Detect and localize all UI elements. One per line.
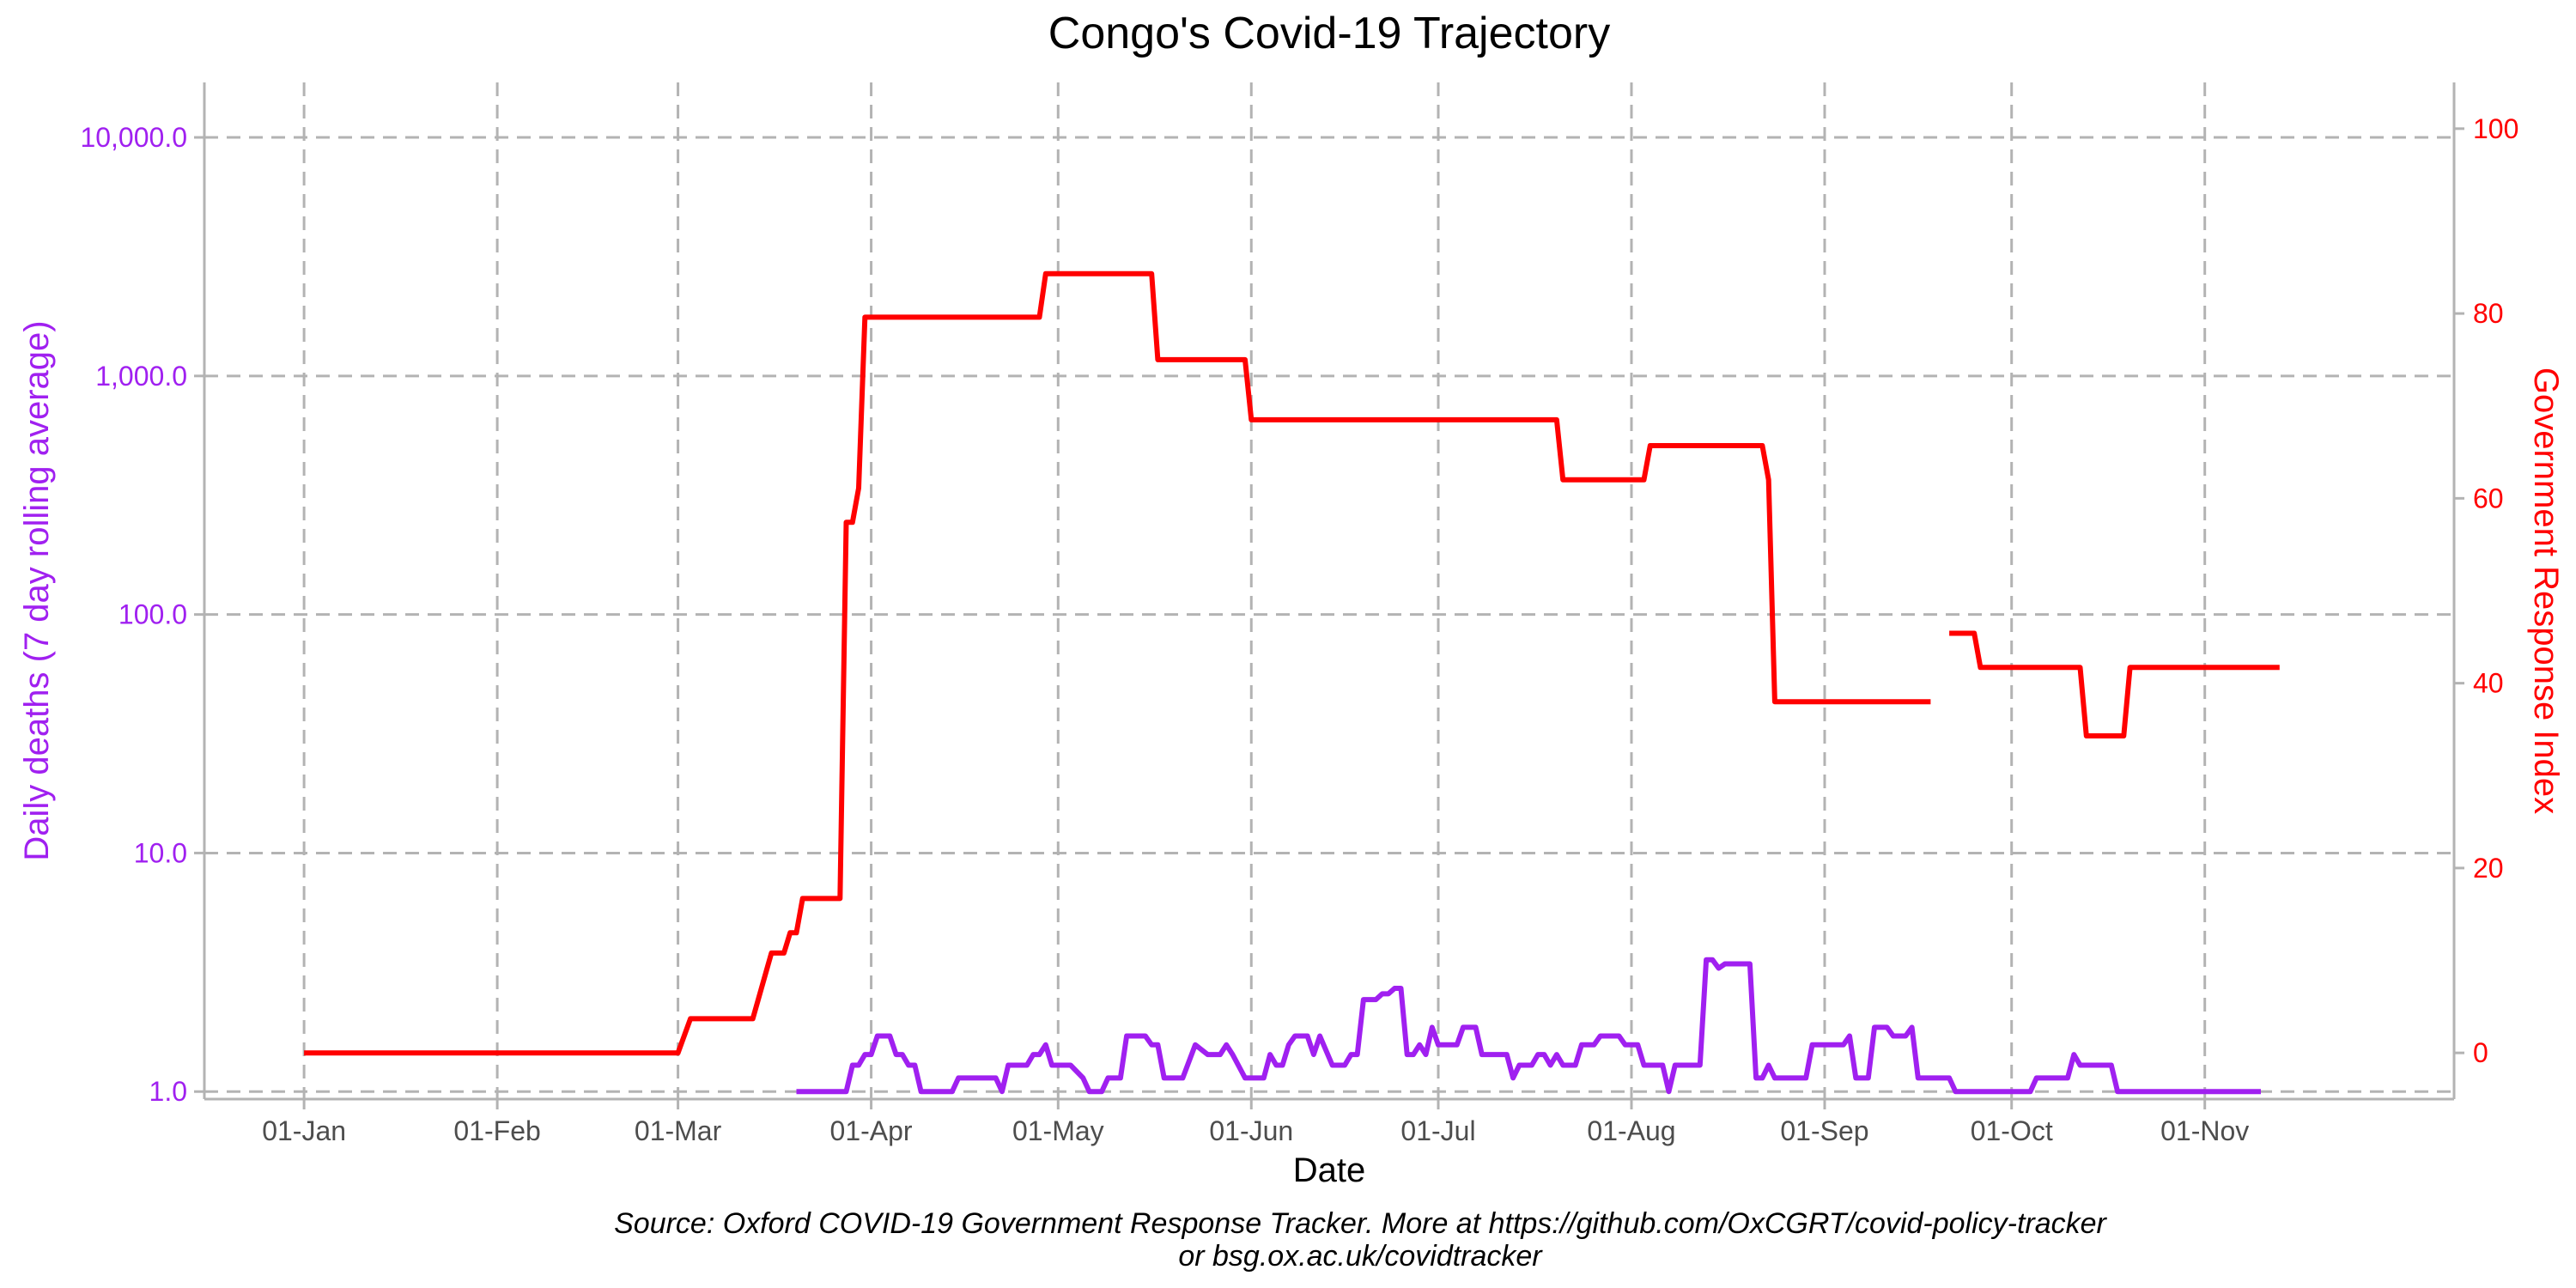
government-response-index-line <box>1949 630 2280 738</box>
axis-layer <box>194 82 2464 1109</box>
government-response-index-line <box>304 270 1931 1056</box>
x-tick-label: 01-Nov <box>2160 1115 2249 1146</box>
x-tick-label: 01-Mar <box>635 1115 722 1146</box>
right-y-tick-label: 80 <box>2473 298 2504 329</box>
right-y-axis-label: Government Response Index <box>2527 368 2565 814</box>
daily-deaths-line <box>796 957 2261 1095</box>
x-axis-label: Date <box>1293 1151 1366 1189</box>
right-y-tick-label: 20 <box>2473 853 2504 884</box>
right-y-tick-label: 60 <box>2473 483 2504 513</box>
left-y-tick-label: 100.0 <box>118 599 187 630</box>
right-y-tick-label: 0 <box>2473 1037 2488 1068</box>
x-tick-label: 01-Feb <box>453 1115 540 1146</box>
left-y-axis-label: Daily deaths (7 day rolling average) <box>18 320 56 860</box>
left-y-tick-label: 10,000.0 <box>80 122 187 153</box>
x-tick-label: 01-May <box>1012 1115 1104 1146</box>
right-y-tick-label: 40 <box>2473 668 2504 699</box>
x-tick-label: 01-Jun <box>1209 1115 1293 1146</box>
left-y-tick-label: 1,000.0 <box>95 361 187 392</box>
series-layer <box>304 270 2280 1095</box>
chart-title: Congo's Covid-19 Trajectory <box>1048 9 1610 58</box>
caption-line-2: or bsg.ox.ac.uk/covidtracker <box>1178 1240 1543 1273</box>
x-tick-label: 01-Sep <box>1780 1115 1868 1146</box>
x-tick-label: 01-Apr <box>830 1115 913 1146</box>
grid-layer <box>204 82 2454 1099</box>
x-tick-label: 01-Aug <box>1587 1115 1675 1146</box>
x-tick-label: 01-Oct <box>1971 1115 2053 1146</box>
left-y-tick-label: 10.0 <box>134 837 187 868</box>
x-tick-label: 01-Jul <box>1400 1115 1475 1146</box>
caption-line-1: Source: Oxford COVID-19 Government Respo… <box>614 1207 2107 1240</box>
right-y-tick-label: 100 <box>2473 113 2518 144</box>
tick-label-layer: 01-Jan 01-Feb 01-Mar 01-Apr 01-May 01-Jun 01-J… <box>80 113 2518 1146</box>
left-y-tick-label: 1.0 <box>149 1076 187 1107</box>
x-tick-label: 01-Jan <box>262 1115 346 1146</box>
